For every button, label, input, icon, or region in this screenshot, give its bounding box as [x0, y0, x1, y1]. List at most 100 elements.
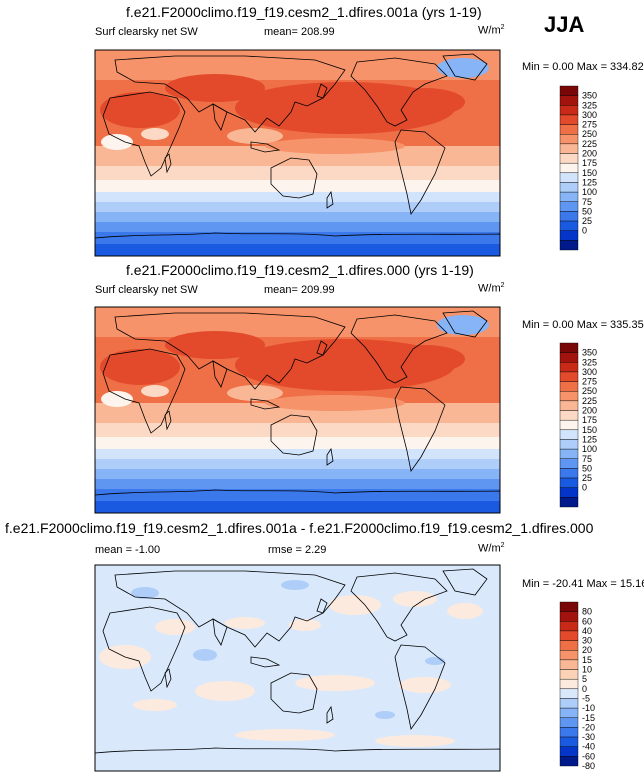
panel-1-coastline-australia [270, 157, 318, 199]
panel-1-colorbar-swatch [559, 230, 579, 241]
panel-3-anomaly-patch [329, 595, 381, 615]
panel-2-frame [94, 306, 501, 514]
panel-1-units: W/m2 [478, 24, 505, 37]
panel-3-colorbar-swatch [559, 756, 579, 767]
panel-2-minmax: Min = 0.00 Max = 335.35 [522, 319, 644, 331]
panel-1-field-patch [165, 74, 265, 102]
panel-1-coastline-namerica [350, 57, 448, 127]
panel-1-colorbar-swatch [559, 201, 579, 212]
panel-3-anomaly-patch [225, 617, 265, 629]
panel-2-colorbar-swatch [559, 352, 579, 363]
panel-2-colorbar-swatch [559, 487, 579, 498]
panel-2-colorbar-tick-label: 175 [582, 415, 597, 425]
panel-1-minmax: Min = 0.00 Max = 334.82 [522, 61, 644, 73]
panel-1-colorbar-tick-label: 325 [582, 100, 597, 110]
panel-2-coastline-nz [326, 447, 334, 466]
panel-2-colorbar-tick-label: 100 [582, 444, 597, 454]
panel-3-coastline-antarctica [94, 747, 501, 772]
panel-1-colorbar-tick-label: 100 [582, 187, 597, 197]
panel-2-field-band [95, 469, 500, 479]
panel-2-field-patch [100, 349, 180, 385]
panel-3-colorbar-tick-label: 60 [582, 616, 592, 626]
panel-2-colorbar-swatch [559, 458, 579, 469]
panel-3-anomaly-patch [155, 619, 195, 635]
panel-1-colorbar-swatch [559, 172, 579, 183]
panel-2-field-band [95, 307, 500, 337]
panel-1-colorbar-tick-label: 175 [582, 158, 597, 168]
panel-1-field-band [95, 244, 500, 256]
panel-3-colorbar-swatch [559, 678, 579, 690]
panel-1-field-band [95, 202, 500, 212]
panel-3-colorbar-tick-label: 20 [582, 645, 592, 655]
panel-3-mean: mean = -1.00 [95, 544, 161, 556]
panel-1-coastline-greenland [442, 53, 488, 81]
panel-1-colorbar-swatch [559, 220, 579, 231]
panel-1-field-patch [100, 92, 180, 128]
panel-2-colorbar-swatch [559, 410, 579, 421]
panel-2-title: f.e21.F2000climo.f19_f19.cesm2_1.dfires.… [126, 262, 474, 278]
panel-3-colorbar-tick-label: -5 [582, 693, 590, 703]
panel-2-colorbar-tick-label: 325 [582, 357, 597, 367]
panel-2-colorbar-swatch [559, 439, 579, 450]
panel-2-coastline-africa [102, 348, 186, 434]
panel-1-field-patch [265, 138, 405, 154]
panel-1-coastline-indonesia [250, 141, 281, 153]
panel-2-field-patch [141, 385, 169, 397]
panel-1-coastlines [94, 53, 501, 257]
panel-2-coastline-indonesia [250, 398, 281, 410]
panel-2-field-patch [227, 385, 283, 401]
panel-2-colorbar-swatch [559, 400, 579, 411]
panel-1-colorbar-tick-label: 50 [582, 206, 592, 216]
panel-2-colorbar-tick-label: 250 [582, 386, 597, 396]
panel-3-colorbar-tick-label: -60 [582, 751, 595, 761]
panel-3-title: f.e21.F2000climo.f19_f19.cesm2_1.dfires.… [5, 520, 594, 536]
panel-2-colorbar-swatch [559, 362, 579, 373]
panel-3-colorbar-tick-label: -15 [582, 713, 595, 723]
panel-1-field-patch [227, 128, 283, 144]
panel-3-coastline-india [212, 618, 228, 646]
panel-1-title: f.e21.F2000climo.f19_f19.cesm2_1.dfires.… [126, 4, 482, 20]
panel-3-colorbar-swatch [559, 630, 579, 641]
panel-2-coastlines [94, 310, 501, 514]
panel-1-colorbar-tick-label: 250 [582, 129, 597, 139]
panel-2-colorbar-tick-label: 0 [582, 483, 587, 493]
panel-1-map [94, 49, 501, 257]
panel-3-coastline-africa [102, 606, 186, 692]
panel-2-colorbar-swatch [559, 468, 579, 479]
panel-2-mean: mean= 209.99 [264, 284, 335, 296]
panel-2-coastline-antarctica [94, 489, 501, 514]
panel-2-colorbar-tick-label: 200 [582, 406, 597, 416]
panel-2-map [94, 306, 501, 514]
panel-2-colorbar-swatch [559, 342, 579, 353]
panel-3-anomaly-patch [133, 699, 177, 711]
panel-2-field-band [95, 501, 500, 513]
panel-3-colorbar-tick-label: 15 [582, 655, 592, 665]
panel-2-colorbar-swatch [559, 381, 579, 392]
panel-1-field-patch [141, 128, 169, 140]
panel-1-colorbar-tick-label: 125 [582, 177, 597, 187]
panel-3-anomaly-patch [281, 580, 309, 590]
panel-1-field-band [95, 232, 500, 244]
panel-1-colorbar-swatch [559, 182, 579, 193]
panel-3-colorbar-swatch [559, 640, 579, 651]
panel-3-colorbar-tick-label: -20 [582, 722, 595, 732]
panel-3-colorbar-tick-label: 0 [582, 684, 587, 694]
panel-1-colorbar-swatch [559, 162, 579, 174]
panel-1-coastline-nz [326, 190, 334, 209]
panel-3-colorbar-tick-label: -80 [582, 761, 595, 771]
panel-2-colorbar-swatch [559, 448, 579, 459]
panel-2-coastline-australia [270, 414, 318, 456]
panel-3-coastline-japan [316, 598, 328, 614]
panel-3-colorbar-swatch [559, 621, 579, 632]
panel-2-field-band [95, 479, 500, 489]
panel-1-coastline-samerica [394, 129, 446, 215]
panel-1-colorbar-swatch [559, 143, 579, 154]
panel-3-anomaly-patch [289, 619, 321, 631]
panel-3-frame [94, 564, 501, 772]
panel-3-anomaly-patch [195, 681, 255, 701]
panel-3-anomaly-patch [295, 675, 375, 691]
panel-2-field-patch [265, 395, 405, 411]
panel-2-colorbar-tick-label: 50 [582, 463, 592, 473]
panel-3-coastline-nz [326, 705, 334, 724]
